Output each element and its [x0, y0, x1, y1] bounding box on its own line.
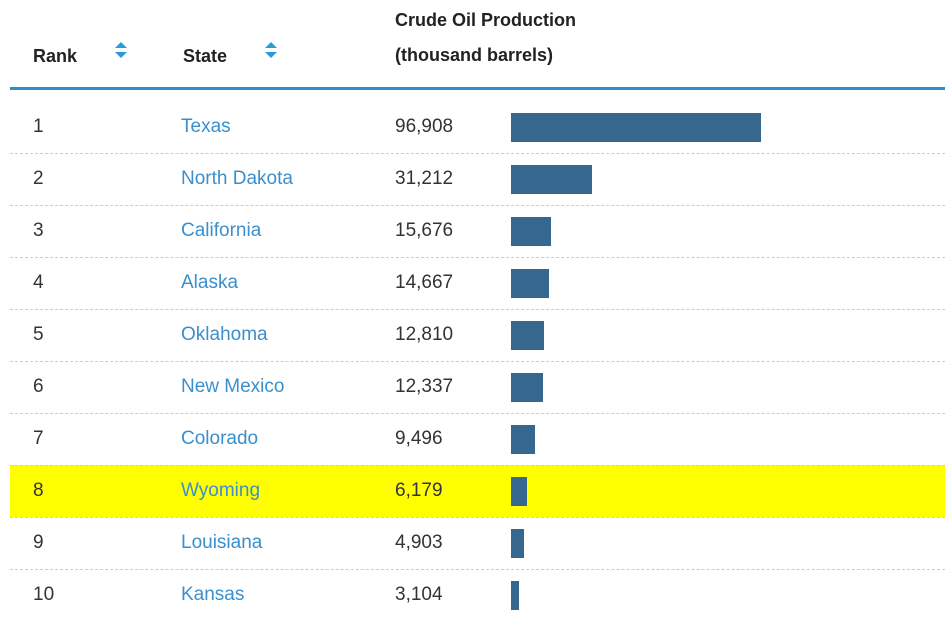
state-link[interactable]: California	[181, 220, 262, 241]
bar	[511, 477, 527, 506]
rank-cell: 7	[33, 428, 44, 449]
rank-cell: 6	[33, 376, 44, 397]
production-header-line: Crude Oil Production	[395, 10, 577, 30]
state-link[interactable]: Colorado	[181, 428, 259, 449]
value-cell: 12,810	[395, 324, 454, 345]
value-cell: 31,212	[395, 168, 454, 189]
value-cell: 96,908	[395, 116, 454, 137]
row-separator	[10, 361, 945, 362]
value-cell: 9,496	[395, 428, 443, 449]
value-cell: 14,667	[395, 272, 454, 293]
bar	[511, 425, 536, 454]
rank-cell: 8	[33, 480, 44, 501]
state-link[interactable]: Kansas	[181, 584, 245, 605]
state-link[interactable]: Louisiana	[181, 532, 263, 553]
row-separator	[10, 465, 945, 466]
header-rule	[10, 87, 945, 90]
rank-cell: 10	[33, 584, 55, 605]
state-link[interactable]: Alaska	[181, 272, 239, 293]
value-cell: 15,676	[395, 220, 454, 241]
bar	[511, 269, 549, 298]
state-link[interactable]: New Mexico	[181, 376, 285, 397]
row-separator	[10, 153, 945, 154]
bar	[511, 581, 519, 610]
row-separator	[10, 569, 945, 570]
row-separator	[10, 257, 945, 258]
bar	[511, 529, 524, 558]
rank-cell: 9	[33, 532, 44, 553]
rank-cell: 4	[33, 272, 44, 293]
rank-header[interactable]: Rank	[33, 46, 78, 66]
bar	[511, 321, 545, 350]
sort-icon[interactable]	[264, 40, 278, 60]
bar	[511, 373, 543, 402]
rank-cell: 1	[33, 116, 44, 137]
row-separator	[10, 205, 945, 206]
state-header[interactable]: State	[183, 46, 228, 66]
state-link[interactable]: Oklahoma	[181, 324, 268, 345]
bar	[511, 113, 761, 142]
rank-cell: 5	[33, 324, 44, 345]
value-cell: 6,179	[395, 480, 443, 501]
sort-icon[interactable]	[114, 40, 128, 60]
highlight-row	[10, 465, 945, 517]
state-link[interactable]: North Dakota	[181, 168, 293, 189]
rank-cell: 3	[33, 220, 44, 241]
production-header-line: (thousand barrels)	[395, 45, 554, 65]
value-cell: 12,337	[395, 376, 454, 397]
row-separator	[10, 517, 945, 518]
rank-cell: 2	[33, 168, 44, 189]
row-separator	[10, 309, 945, 310]
row-separator	[10, 413, 945, 414]
bar	[511, 165, 592, 194]
state-link[interactable]: Wyoming	[181, 480, 261, 501]
state-link[interactable]: Texas	[181, 116, 231, 137]
value-cell: 4,903	[395, 532, 443, 553]
bar	[511, 217, 552, 246]
value-cell: 3,104	[395, 584, 443, 605]
